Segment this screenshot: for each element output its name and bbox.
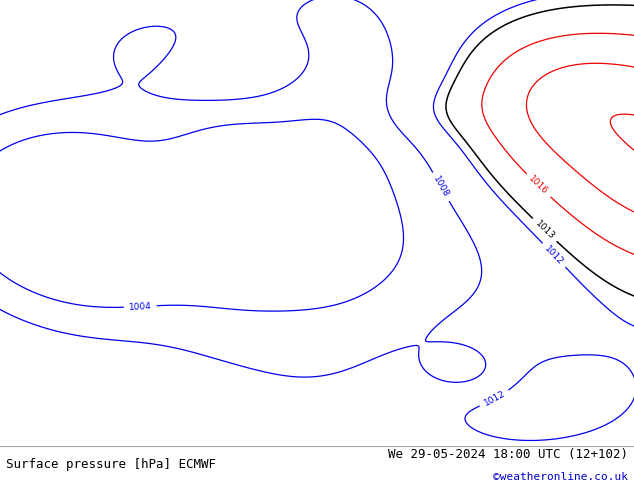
Text: 1012: 1012 bbox=[543, 244, 565, 267]
Text: We 29-05-2024 18:00 UTC (12+102): We 29-05-2024 18:00 UTC (12+102) bbox=[387, 448, 628, 461]
Text: 1016: 1016 bbox=[527, 174, 550, 197]
Text: ©weatheronline.co.uk: ©weatheronline.co.uk bbox=[493, 472, 628, 482]
Text: 1013: 1013 bbox=[533, 219, 556, 241]
Text: 1008: 1008 bbox=[431, 174, 450, 199]
Text: 1004: 1004 bbox=[129, 301, 152, 312]
Text: 1012: 1012 bbox=[482, 389, 507, 408]
Text: Surface pressure [hPa] ECMWF: Surface pressure [hPa] ECMWF bbox=[6, 458, 216, 471]
